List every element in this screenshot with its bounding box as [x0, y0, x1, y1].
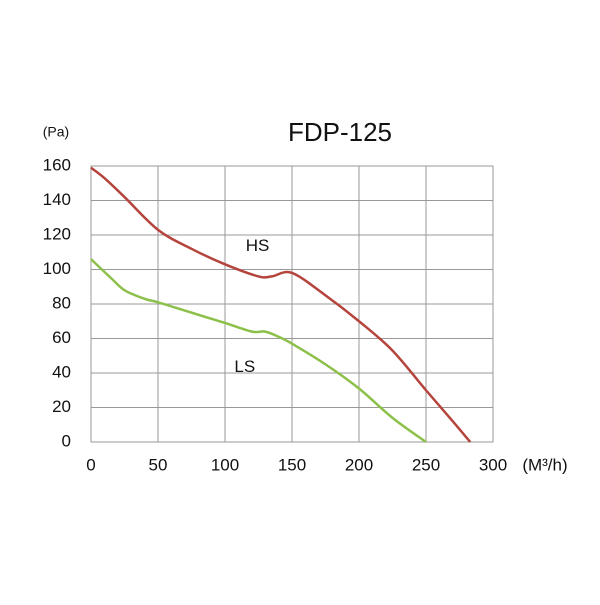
- y-tick-label: 80: [52, 293, 71, 312]
- x-tick-label: 100: [211, 455, 239, 474]
- series-label: HS: [246, 236, 270, 255]
- series-label: LS: [234, 357, 255, 376]
- x-tick-label: 300: [479, 455, 507, 474]
- x-tick-label: 250: [412, 455, 440, 474]
- x-tick-label: 0: [86, 455, 95, 474]
- x-axis-label: (M³/h): [522, 455, 567, 474]
- line-series: [90, 166, 472, 443]
- y-tick-label: 140: [43, 190, 71, 209]
- y-tick-label: 100: [43, 259, 71, 278]
- y-tick-label: 20: [52, 397, 71, 416]
- y-tick-label: 120: [43, 224, 71, 243]
- y-tick-label: 0: [62, 431, 71, 450]
- line-series: [90, 258, 427, 444]
- y-tick-label: 160: [43, 155, 71, 174]
- x-tick-label: 150: [278, 455, 306, 474]
- x-tick-label: 50: [149, 455, 168, 474]
- y-tick-label: 40: [52, 362, 71, 381]
- y-tick-label: 60: [52, 328, 71, 347]
- chart-title: FDP-125: [288, 117, 392, 147]
- y-axis-label: (Pa): [43, 124, 69, 140]
- x-tick-label: 200: [345, 455, 373, 474]
